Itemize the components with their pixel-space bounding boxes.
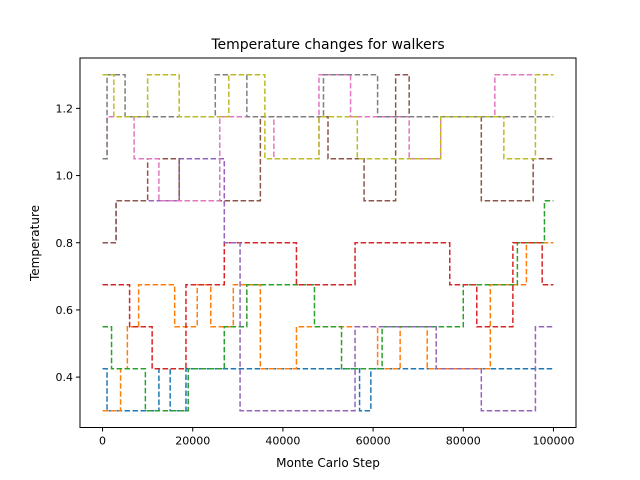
series-line-1 (102, 367, 554, 412)
x-tick-label: 100000 (532, 435, 574, 448)
y-tick-label: 0.4 (56, 371, 74, 384)
x-tick-label: 40000 (265, 435, 300, 448)
y-tick-label: 0.8 (56, 237, 74, 250)
x-tick-label: 0 (99, 435, 106, 448)
series-line-3 (102, 200, 554, 412)
x-tick-label: 80000 (446, 435, 481, 448)
y-tick-label: 1.2 (56, 102, 74, 115)
series-line-6 (102, 74, 554, 244)
axes-layer: 0 20000 40000 60000 80000 100000 0.4 0.6 0.8 1.0 1… (56, 102, 575, 447)
x-axis-label: Monte Carlo Step (276, 456, 380, 470)
x-tick-label: 60000 (356, 435, 391, 448)
series-line-4 (102, 242, 554, 370)
y-axis-label: Temperature (28, 205, 42, 282)
series-layer (102, 74, 554, 412)
plot-frame (79, 57, 577, 428)
y-tick-label: 1.0 (56, 170, 74, 183)
series-line-7 (102, 74, 554, 202)
series-line-9 (102, 74, 554, 160)
chart-title: Temperature changes for walkers (210, 37, 444, 53)
x-tick-label: 20000 (175, 435, 210, 448)
y-tick-label: 0.6 (56, 304, 74, 317)
